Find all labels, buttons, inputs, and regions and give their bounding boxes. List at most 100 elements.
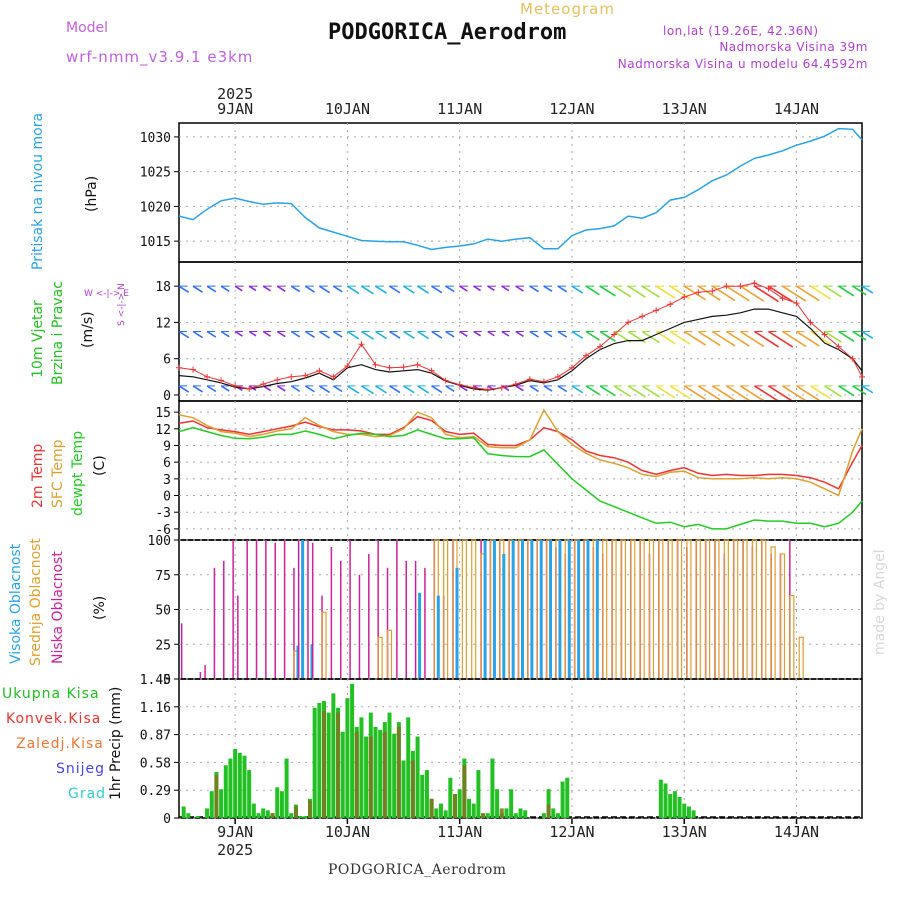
y-tick-label-3: 0	[163, 490, 171, 505]
precip-total-bar	[691, 810, 696, 818]
precip-total-bar	[312, 707, 317, 818]
wind-barb	[599, 330, 616, 342]
cloud-low-bar	[386, 567, 389, 679]
precip-total-bar	[495, 789, 500, 818]
cloud-low-bar	[199, 672, 202, 679]
y-tick-label-4: 25	[155, 638, 171, 653]
cloud-low-bar	[213, 567, 216, 679]
precip-conv-bar	[429, 798, 434, 818]
wind-barb	[585, 385, 600, 396]
wind-barb	[290, 385, 301, 392]
wind-barb	[585, 285, 600, 296]
y-tick-label-1: 1025	[140, 166, 171, 181]
cloud-low-bar	[311, 542, 314, 679]
cloud-high-bar	[521, 540, 524, 679]
temp-dewpt-line	[178, 426, 863, 530]
precip-total-bar	[658, 779, 663, 818]
bottom-day-label: 9JAN	[217, 823, 253, 841]
wind-gust-marker	[442, 377, 449, 384]
bottom-day-label: 13JAN	[662, 823, 707, 841]
precip-total-bar	[265, 810, 270, 818]
y-tick-label-3: 12	[155, 423, 171, 438]
wind-barb	[861, 330, 874, 340]
wind-barb	[459, 330, 468, 338]
y-tick-label-3: 9	[163, 439, 171, 454]
wind-compass: W <-|-> E	[84, 289, 129, 299]
wind-barb	[768, 285, 794, 303]
precip-total-bar	[378, 729, 383, 818]
top-day-label: 11JAN	[437, 100, 482, 118]
cloud-high-bar	[567, 540, 571, 679]
wind-barb	[206, 385, 217, 393]
precip-snow-label: Snijeg	[56, 761, 106, 777]
wind-barb	[445, 285, 455, 293]
wind-barb	[501, 385, 510, 392]
wind-barb	[473, 285, 481, 292]
wind-barb	[445, 385, 455, 392]
wind-gust-marker	[218, 377, 225, 384]
wind-gust-marker	[274, 376, 281, 383]
precip-total-bar	[443, 810, 448, 818]
wind-gust-marker	[582, 352, 589, 359]
wind-gust-marker	[821, 331, 828, 338]
y-tick-label-1: 1020	[140, 200, 171, 215]
wind-barb	[304, 330, 315, 339]
precip-grad-label: Grad	[68, 786, 107, 802]
wind-barb	[711, 385, 736, 401]
precip-total-bar	[256, 813, 261, 818]
bottom-day-label: 10JAN	[325, 823, 370, 841]
wind-gust-marker	[484, 386, 491, 393]
precip-total-bar	[195, 816, 200, 818]
wind-barb	[290, 285, 301, 293]
precip-total-bar	[251, 803, 256, 818]
wind-barb	[375, 330, 387, 340]
wind-barb	[641, 285, 660, 298]
top-day-label: 9JAN	[217, 100, 253, 118]
wind-barb	[796, 285, 820, 302]
wind-barb	[838, 385, 855, 397]
top-year-label: 2025	[217, 85, 253, 103]
wind-barb	[683, 330, 707, 346]
cloud-low-bar	[246, 540, 248, 679]
precip-total-bar	[485, 813, 490, 818]
precip-total-bar	[682, 803, 687, 818]
wind-barb	[178, 385, 190, 393]
precip-total-bar	[565, 777, 570, 818]
subtitle: Meteogram	[520, 0, 615, 18]
wind-barb	[599, 385, 616, 397]
lonlat: lon,lat (19.26E, 42.36N)	[663, 24, 819, 38]
precip-total-bar	[424, 770, 429, 818]
wind-barb	[739, 330, 765, 348]
y-tick-label-5: 1.45	[140, 673, 171, 688]
temp-2m-line	[178, 415, 863, 490]
precip-total-bar	[392, 733, 397, 818]
wind-barb	[852, 285, 867, 296]
wind-barb	[304, 285, 315, 293]
wind-gust-marker	[176, 364, 182, 371]
wind-barb	[529, 330, 539, 338]
wind-gust-marker	[751, 280, 758, 287]
wind-barb	[543, 285, 553, 293]
wind-gust-marker	[835, 343, 842, 350]
cloud-low-bar	[274, 542, 276, 679]
wind-barb	[753, 285, 780, 303]
precip-conv-bar	[481, 813, 486, 818]
precip-total-bar	[284, 758, 289, 818]
wind-barb	[655, 385, 676, 399]
wind-barb	[725, 385, 750, 402]
wind-barb	[571, 330, 584, 340]
cloud-mid-bar	[789, 594, 795, 680]
wind-barb	[824, 385, 842, 398]
wind-barb	[627, 285, 646, 298]
wind-gust-marker	[653, 307, 660, 314]
bottom-day-label: 11JAN	[437, 823, 482, 841]
wind-barb	[641, 385, 660, 398]
precip-conv-bar	[382, 731, 387, 818]
wind-gust-marker	[526, 376, 533, 383]
wind-barb	[375, 385, 387, 394]
precip-total-bar	[686, 806, 691, 818]
wind-barb	[753, 330, 780, 348]
wind-barb	[220, 330, 230, 338]
wind-gust-marker	[625, 319, 632, 326]
y-tick-label-3: 15	[155, 406, 171, 421]
